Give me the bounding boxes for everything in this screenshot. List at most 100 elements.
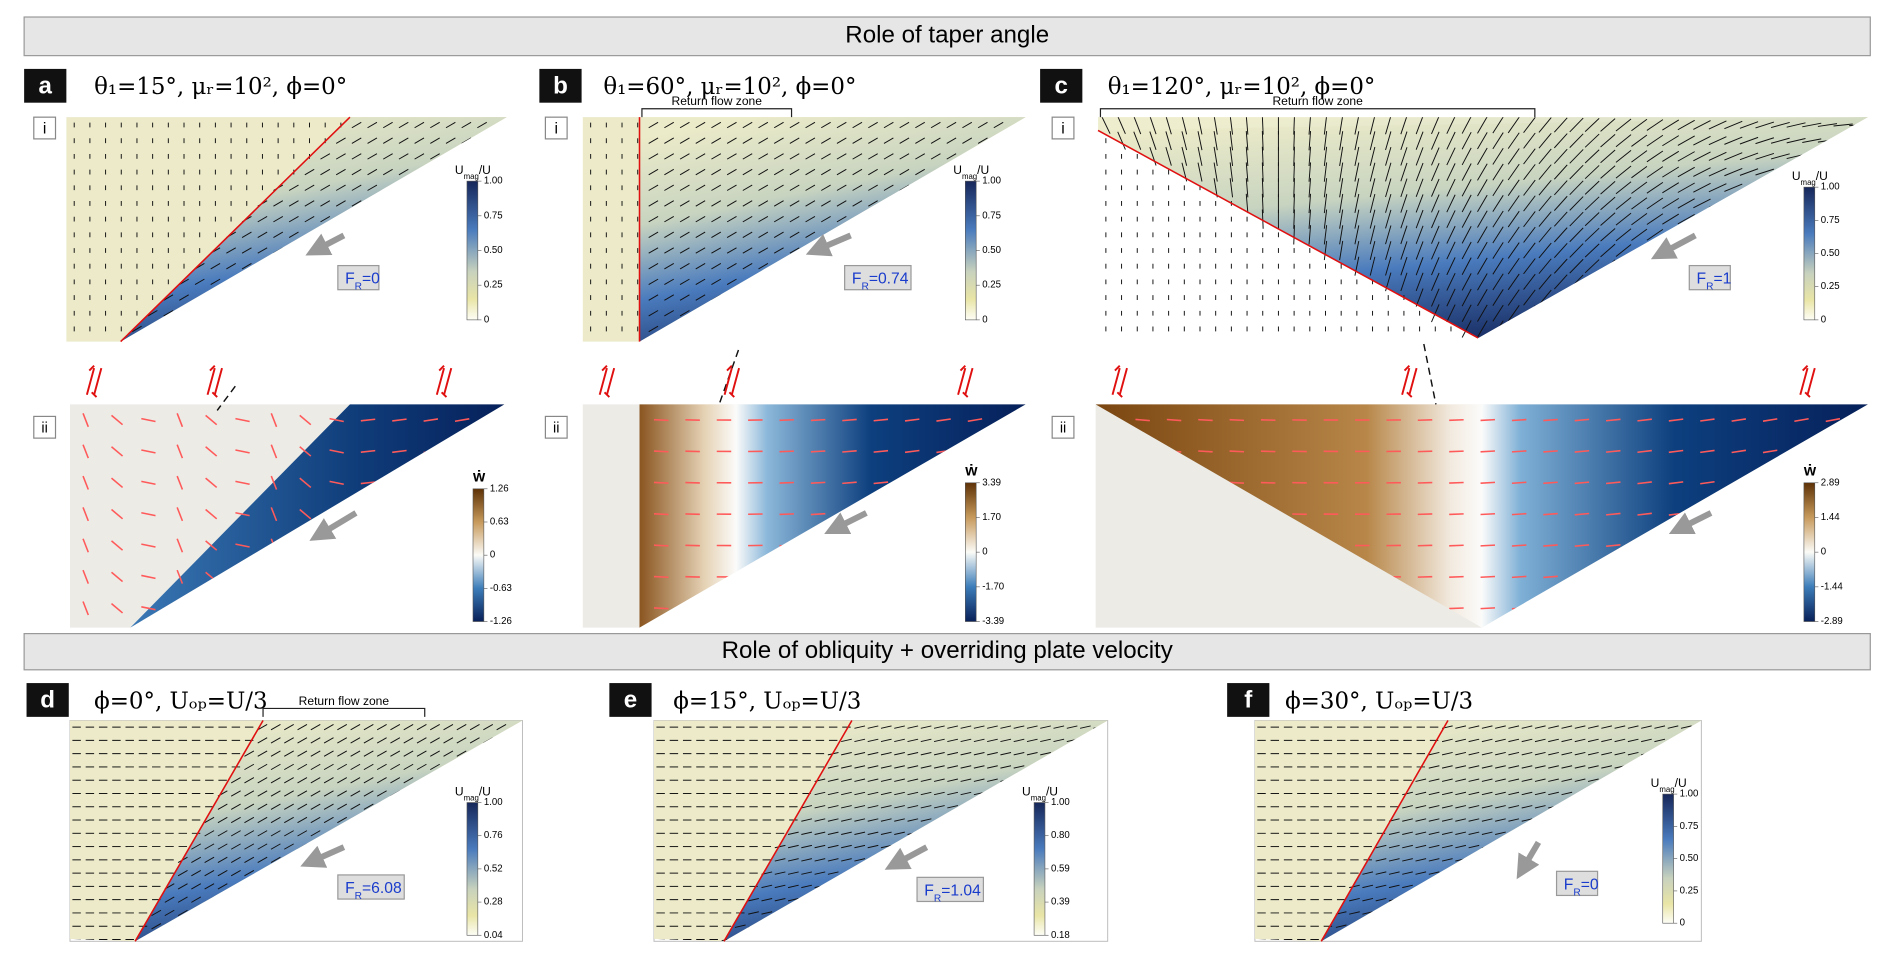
vector bbox=[1508, 791, 1520, 796]
vector bbox=[1802, 326, 1822, 332]
vector bbox=[836, 215, 847, 223]
vector bbox=[653, 607, 669, 610]
vector bbox=[873, 575, 889, 579]
vector bbox=[946, 294, 957, 301]
vector bbox=[1548, 725, 1559, 729]
vector bbox=[880, 871, 892, 875]
vector bbox=[868, 184, 878, 191]
vector bbox=[1615, 149, 1632, 163]
vector bbox=[1354, 178, 1360, 198]
vector bbox=[742, 294, 753, 301]
vector bbox=[1349, 911, 1360, 915]
vector bbox=[1508, 924, 1520, 928]
vector bbox=[761, 884, 773, 889]
vector bbox=[363, 790, 374, 797]
vector bbox=[1415, 225, 1424, 245]
vector bbox=[1428, 871, 1440, 875]
vector bbox=[297, 724, 308, 731]
vector bbox=[363, 843, 374, 850]
vector bbox=[852, 215, 863, 223]
vector bbox=[774, 924, 786, 928]
vector bbox=[244, 803, 255, 810]
vector bbox=[1293, 146, 1295, 167]
vector bbox=[1079, 805, 1091, 809]
vector bbox=[392, 543, 407, 548]
vector bbox=[1786, 200, 1806, 207]
vector bbox=[284, 724, 294, 731]
vector bbox=[779, 607, 794, 610]
vector bbox=[810, 544, 826, 547]
vector bbox=[1553, 195, 1568, 211]
vector bbox=[883, 200, 894, 207]
vector bbox=[842, 481, 857, 485]
vector bbox=[1455, 844, 1467, 849]
vector bbox=[423, 575, 439, 579]
vector bbox=[363, 856, 374, 863]
vector bbox=[1786, 138, 1806, 144]
vector bbox=[1548, 924, 1559, 928]
vector bbox=[1731, 606, 1747, 611]
vector bbox=[147, 325, 158, 333]
vector bbox=[403, 777, 414, 784]
vector bbox=[454, 606, 470, 611]
vector bbox=[191, 883, 202, 890]
vector bbox=[1009, 263, 1020, 270]
vector bbox=[726, 121, 737, 129]
vector bbox=[1668, 418, 1684, 422]
vector bbox=[1013, 898, 1025, 902]
vector bbox=[1627, 751, 1639, 756]
vector bbox=[1601, 924, 1613, 928]
vector bbox=[761, 937, 773, 942]
vector bbox=[273, 278, 284, 286]
vector bbox=[191, 896, 202, 903]
vector bbox=[930, 215, 941, 223]
vector bbox=[297, 816, 308, 824]
vector bbox=[894, 844, 905, 849]
vector bbox=[443, 870, 454, 877]
vector bbox=[899, 215, 910, 223]
vector bbox=[933, 765, 945, 769]
vector bbox=[758, 184, 769, 191]
vector bbox=[1013, 751, 1025, 756]
vector bbox=[1455, 778, 1467, 782]
vector bbox=[1431, 272, 1440, 291]
vector bbox=[867, 858, 879, 862]
vector bbox=[1680, 725, 1692, 729]
vector bbox=[894, 871, 905, 875]
vector bbox=[1600, 322, 1616, 336]
vector bbox=[390, 803, 401, 810]
vector bbox=[1700, 481, 1715, 485]
vector bbox=[883, 168, 894, 176]
vector bbox=[1770, 137, 1790, 144]
vector bbox=[288, 215, 299, 223]
vector bbox=[742, 200, 753, 207]
vector bbox=[1662, 260, 1680, 272]
vector bbox=[1492, 289, 1504, 306]
vector bbox=[711, 121, 722, 129]
vector bbox=[836, 137, 847, 144]
vector bbox=[726, 137, 737, 144]
vector bbox=[492, 231, 503, 238]
vector bbox=[1492, 163, 1504, 181]
vector bbox=[191, 923, 202, 930]
vector bbox=[1605, 575, 1621, 579]
vector bbox=[416, 830, 427, 837]
vector bbox=[1013, 818, 1025, 822]
vector bbox=[679, 294, 690, 301]
vector bbox=[726, 278, 737, 286]
vector bbox=[1013, 844, 1025, 849]
vector bbox=[273, 325, 284, 333]
vector bbox=[304, 294, 315, 301]
vector bbox=[496, 883, 507, 890]
panel-title: θ₁=120°, μᵣ=10², ϕ=0° bbox=[1108, 74, 1376, 100]
flow-arrow bbox=[309, 510, 358, 541]
colorbar-tick-label: 1.00 bbox=[484, 176, 503, 187]
vector bbox=[323, 750, 334, 757]
vector bbox=[299, 446, 312, 457]
vector bbox=[664, 153, 675, 160]
vector bbox=[398, 200, 409, 207]
vector bbox=[390, 856, 401, 863]
vector bbox=[1245, 178, 1249, 198]
vector bbox=[821, 200, 831, 207]
vector bbox=[1400, 256, 1408, 276]
